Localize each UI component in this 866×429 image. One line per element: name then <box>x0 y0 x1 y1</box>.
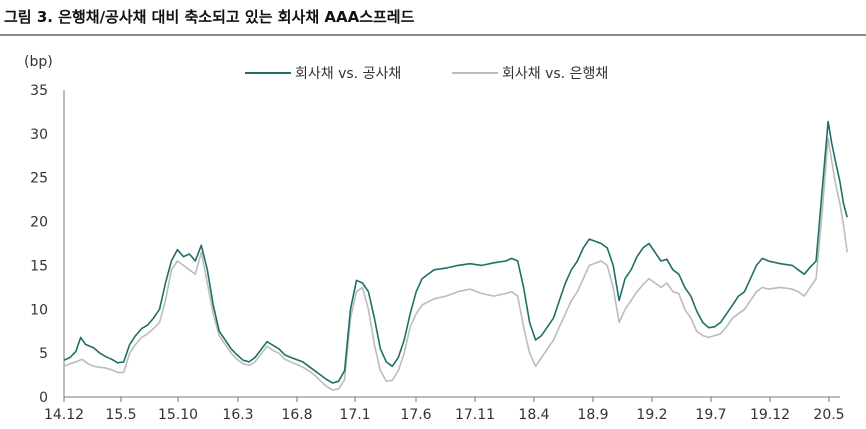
x-tick-label: 18.4 <box>518 407 549 423</box>
x-tick-label: 17.11 <box>455 407 495 423</box>
x-tick-label: 19.2 <box>636 407 667 423</box>
y-tick-label: 0 <box>39 390 48 406</box>
y-tick-label: 15 <box>30 258 48 274</box>
y-tick-label: 30 <box>30 127 48 143</box>
x-tick-label: 16.3 <box>222 407 253 423</box>
legend-item-corp-vs-bank-label: 회사채 vs. 은행채 <box>502 66 608 82</box>
x-tick-label: 19.12 <box>750 407 790 423</box>
y-tick-label: 25 <box>30 171 48 187</box>
series-line-corp-vs-public <box>63 120 848 384</box>
x-tick-label: 18.9 <box>577 407 608 423</box>
figure-title: 그림 3. 은행채/공사채 대비 축소되고 있는 회사채 AAA스프레드 <box>4 8 415 26</box>
series-line-corp-vs-bank <box>63 137 848 391</box>
x-tick-label: 15.10 <box>158 407 198 423</box>
x-tick-label: 14.12 <box>44 407 84 423</box>
y-tick-label: 35 <box>30 83 48 99</box>
title-divider <box>0 34 866 36</box>
y-tick-label: 20 <box>30 215 48 231</box>
x-tick-label: 17.1 <box>339 407 370 423</box>
x-tick-label: 16.8 <box>281 407 312 423</box>
x-tick-label: 17.6 <box>400 407 431 423</box>
x-tick-label: 15.5 <box>105 407 136 423</box>
y-tick-label: 10 <box>30 302 48 318</box>
x-tick-label: 19.7 <box>695 407 726 423</box>
x-tick-label: 20.5 <box>813 407 844 423</box>
y-tick-label: 5 <box>39 346 48 362</box>
y-axis-label: (bp) <box>24 54 53 70</box>
legend-item-corp-vs-public-label: 회사채 vs. 공사채 <box>295 66 401 82</box>
